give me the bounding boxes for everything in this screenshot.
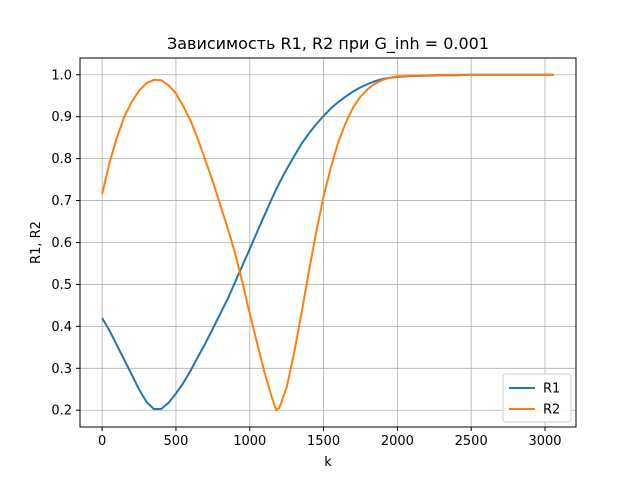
x-tick-label: 0 (98, 434, 106, 449)
series-line-r1 (101, 73, 554, 410)
y-tick-label: 0.8 (51, 152, 72, 167)
x-tick-label: 1000 (233, 434, 266, 449)
legend-box (502, 373, 572, 423)
y-tick-label: 0.6 (51, 236, 72, 251)
x-tick-label: 2500 (455, 434, 488, 449)
x-tick-label: 3000 (528, 434, 561, 449)
chart-title: Зависимость R1, R2 при G_inh = 0.001 (167, 34, 489, 54)
x-tick-label: 500 (164, 434, 189, 449)
series-layer (101, 73, 554, 412)
legend-label-r1: R1 (543, 382, 560, 397)
x-tick-label: 2000 (381, 434, 414, 449)
y-tick-label: 0.3 (51, 362, 72, 377)
y-tick-label: 0.5 (51, 278, 72, 293)
y-axis-label: R1, R2 (29, 221, 44, 264)
y-tick-label: 0.4 (51, 320, 72, 335)
y-tick-label: 1.0 (51, 68, 72, 83)
y-tick-label: 0.2 (51, 404, 72, 419)
x-axis-label: k (324, 455, 332, 470)
grid-layer (80, 58, 576, 427)
legend-label-r2: R2 (543, 403, 560, 418)
y-tick-label: 0.9 (51, 110, 72, 125)
series-line-r2 (101, 73, 554, 412)
y-tick-label: 0.7 (51, 194, 72, 209)
x-tick-label: 1500 (307, 434, 340, 449)
tick-layer: 0 500 1000 1500 2000 2500 3000 0.2 0.3 0.4 0.5 0.6 0… (51, 68, 561, 449)
